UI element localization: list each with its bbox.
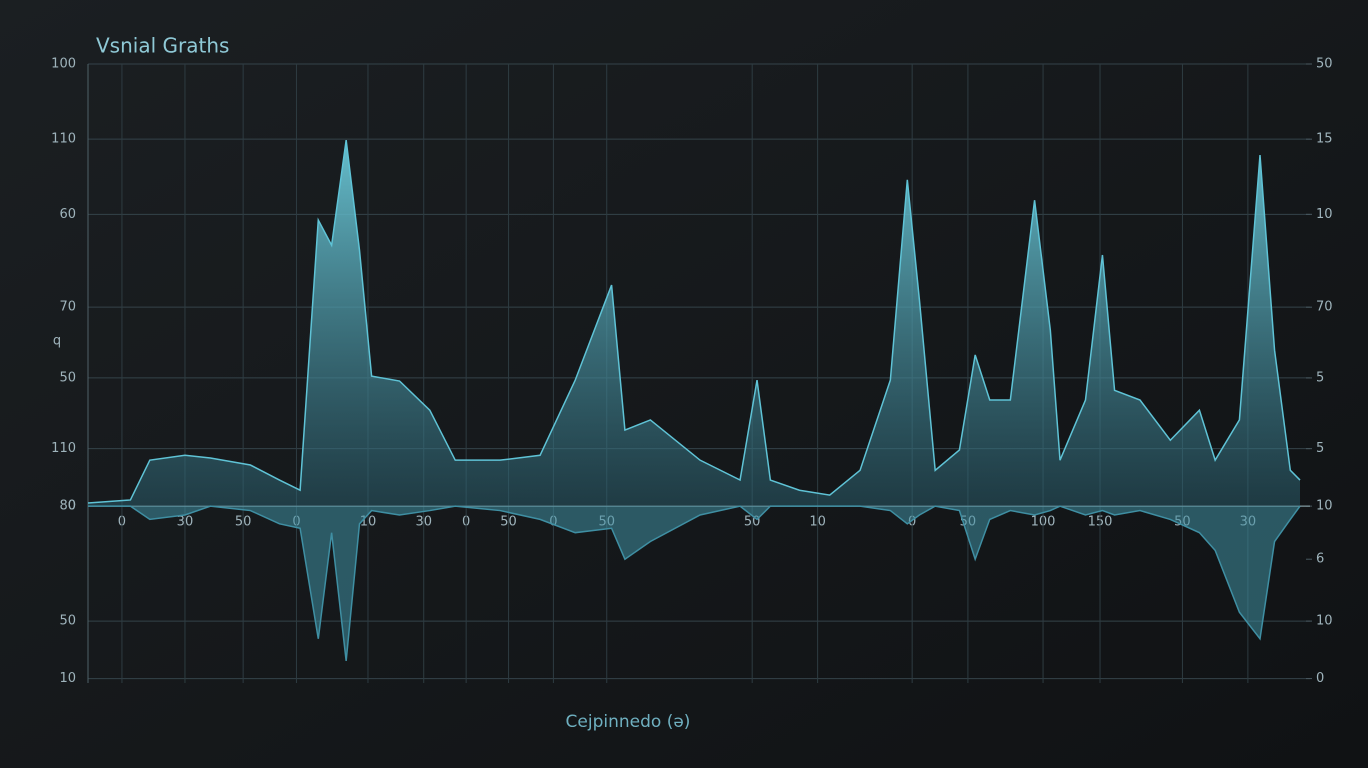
y-tick-label: 10 [59,671,76,686]
y2-tick-label: 10 [1316,614,1333,629]
area-line [87,139,1301,504]
y-tick-label: 110 [51,441,76,456]
y2-tick-label: 50 [1316,57,1333,72]
y-tick-label: 110 [51,132,76,147]
y2-tick-label: 5 [1316,370,1324,385]
y-tick-label: 100 [51,57,76,72]
y2-tick-label: 15 [1316,132,1333,147]
y2-tick-label: 6 [1316,552,1324,567]
y2-tick-label: 5 [1316,441,1324,456]
chart-title: Vsnial Graths [96,34,229,58]
y-tick-label: 50 [59,614,76,629]
area-line [88,505,1301,661]
y2-tick-label: 10 [1316,207,1333,222]
area [88,140,1300,507]
y-tick-label: 80 [59,499,76,514]
y-tick-label: 0 [68,499,76,514]
y-tick-label: 60 [59,207,76,222]
y-axis-label: q [53,334,61,349]
x-axis-label: Cejpinnedo (ǝ) [566,712,691,732]
y-tick-label: 50 [59,370,76,385]
area [88,506,1300,661]
y2-tick-label: 0 [1316,671,1324,686]
y2-tick-label: 10 [1316,499,1333,514]
y-tick-label: 70 [59,300,76,315]
y2-tick-label: 70 [1316,300,1333,315]
